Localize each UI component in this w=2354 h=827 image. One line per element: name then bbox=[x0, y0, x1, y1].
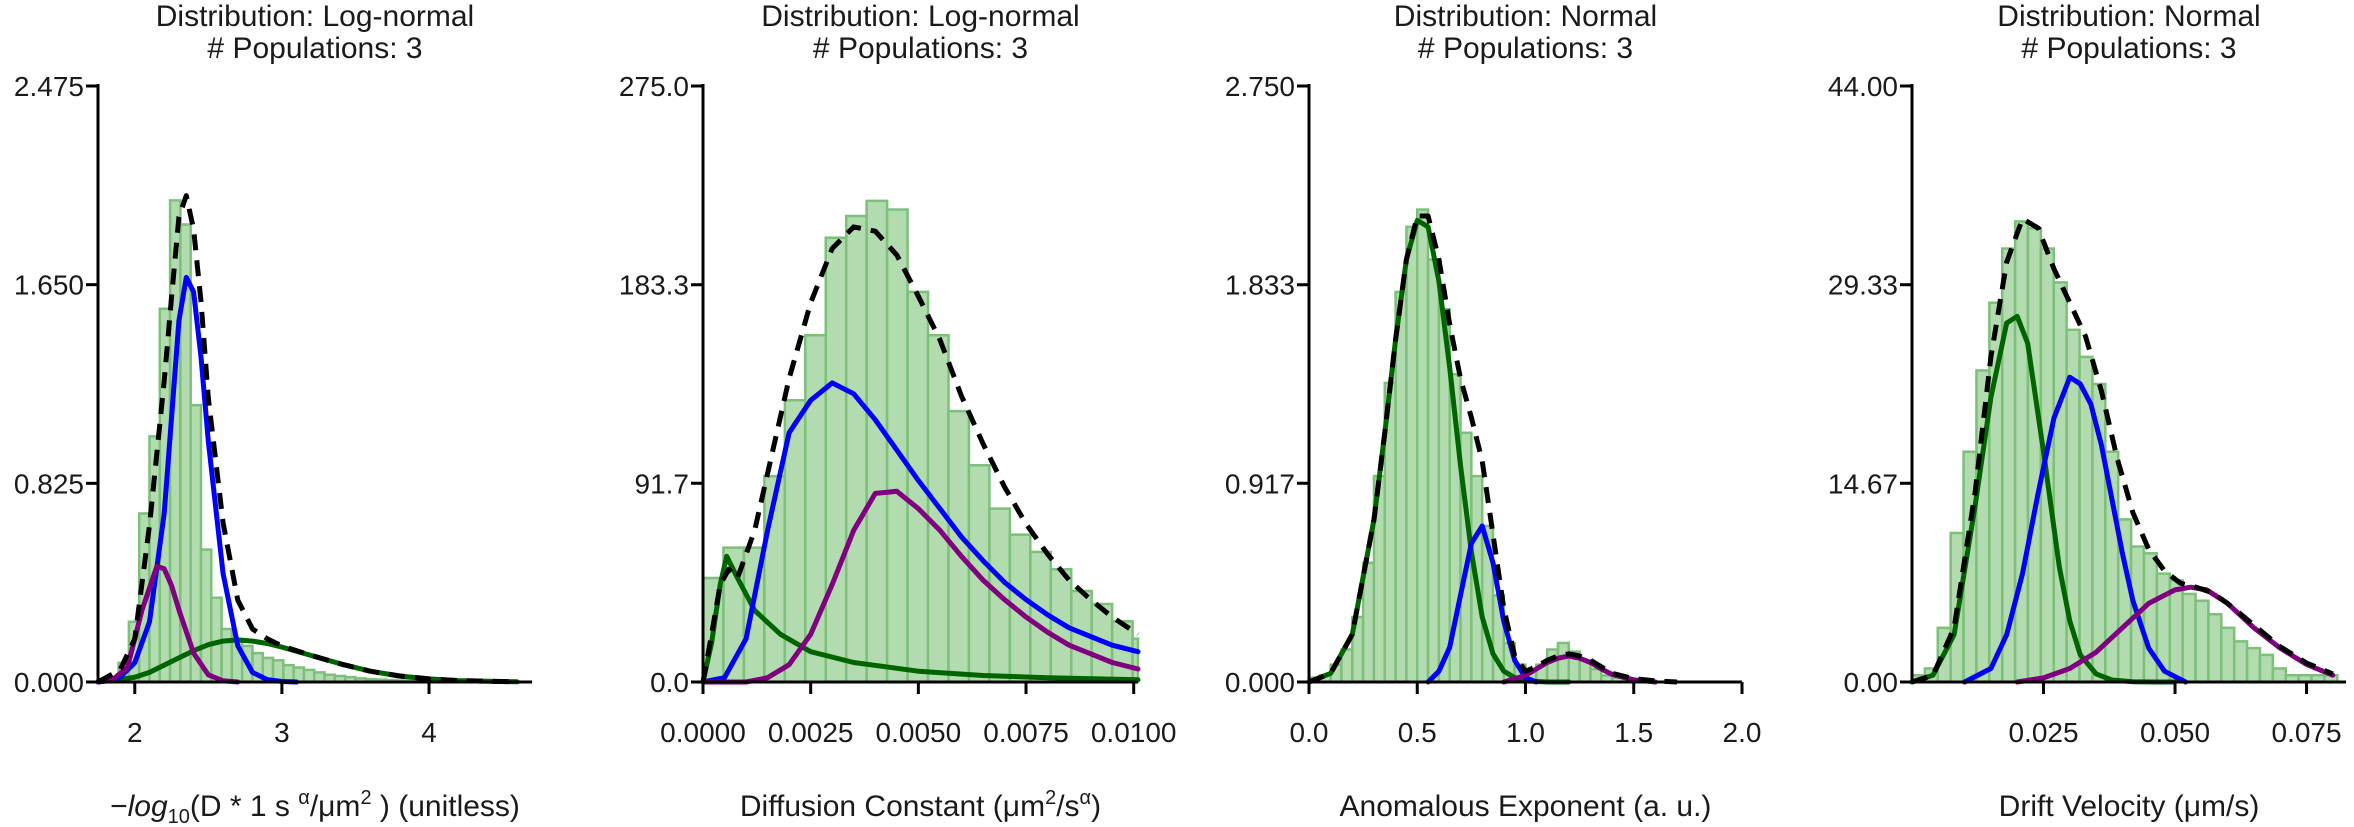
y-tick-label: 2.475 bbox=[14, 71, 84, 102]
chart-panel-1: Distribution: Log-normal# Populations: 3… bbox=[14, 0, 532, 827]
x-tick-label: 0.0075 bbox=[983, 717, 1069, 748]
x-axis-label: Drift Velocity (μm/s) bbox=[1999, 790, 2260, 823]
x-axis-label: Anomalous Exponent (a. u.) bbox=[1340, 790, 1712, 823]
x-axis-label: Diffusion Constant (μm2​/sα​) bbox=[740, 787, 1101, 823]
x-tick-label: 3 bbox=[274, 717, 290, 748]
x-tick-label: 0.025 bbox=[2008, 717, 2078, 748]
x-tick-label: 4 bbox=[421, 717, 437, 748]
x-tick-label: 2.0 bbox=[1723, 717, 1762, 748]
total-fit-curve bbox=[96, 193, 518, 685]
y-tick-label: 0.0 bbox=[650, 667, 689, 698]
y-tick-label: 44.00 bbox=[1828, 71, 1898, 102]
x-tick-label: 0.5 bbox=[1398, 717, 1437, 748]
chart-title: Distribution: Normal bbox=[1997, 0, 2260, 33]
y-tick-label: 275.0 bbox=[619, 71, 689, 102]
y-tick-label: 29.33 bbox=[1828, 270, 1898, 301]
x-tick-label: 0.0000 bbox=[660, 717, 746, 748]
x-tick-label: 1.5 bbox=[1614, 717, 1653, 748]
histogram-bar bbox=[2232, 640, 2249, 684]
histogram-bar bbox=[1556, 641, 1571, 684]
population-curve-3 bbox=[2014, 584, 2336, 685]
histogram-bar bbox=[1545, 648, 1560, 684]
population-curve-3 bbox=[700, 488, 1141, 685]
histogram-bar bbox=[2181, 592, 2197, 684]
histogram-bar bbox=[189, 403, 203, 684]
population-curve-2 bbox=[95, 274, 300, 685]
histogram-bar bbox=[1426, 258, 1441, 684]
population-curve-2 bbox=[700, 380, 1141, 685]
y-tick-label: 0.917 bbox=[1225, 468, 1295, 499]
chart-subtitle: # Populations: 3 bbox=[1418, 32, 1633, 65]
histogram-bar bbox=[824, 236, 848, 684]
x-tick-label: 1.0 bbox=[1506, 717, 1545, 748]
x-tick-label: 0.0025 bbox=[768, 717, 854, 748]
histogram-bar bbox=[1589, 667, 1603, 684]
x-tick-label: 0.0050 bbox=[876, 717, 962, 748]
histogram-bars bbox=[701, 199, 1140, 684]
y-tick-label: 183.3 bbox=[619, 270, 689, 301]
y-tick-label: 0.000 bbox=[14, 667, 84, 698]
histogram-bar bbox=[2271, 667, 2288, 684]
histogram-bar bbox=[2052, 281, 2068, 684]
x-tick-label: 0.050 bbox=[2140, 717, 2210, 748]
histogram-bar bbox=[1405, 225, 1419, 684]
histogram-bar bbox=[2220, 626, 2236, 684]
histogram-bar bbox=[1416, 208, 1430, 684]
x-axis-label: −log10​(D * 1 s α​/μm2​ ) (unitless) bbox=[110, 787, 520, 827]
population-curve-3 bbox=[95, 563, 241, 685]
histogram-bar bbox=[2168, 579, 2184, 684]
histogram-bar bbox=[2026, 226, 2043, 684]
y-tick-label: 91.7 bbox=[635, 468, 690, 499]
histogram-bar bbox=[885, 208, 909, 684]
chart-panel-3: Distribution: Normal# Populations: 30.00… bbox=[1225, 0, 1762, 823]
histogram-bar bbox=[1131, 637, 1140, 684]
y-tick-label: 2.750 bbox=[1225, 71, 1295, 102]
total-fit-curve bbox=[1911, 216, 2334, 685]
histogram-bar bbox=[302, 668, 316, 684]
y-tick-label: 0.825 bbox=[14, 468, 84, 499]
population-curve-2 bbox=[1425, 523, 1539, 685]
histogram-bar bbox=[865, 199, 889, 684]
chart-title: Distribution: Normal bbox=[1394, 0, 1657, 33]
histogram-bar bbox=[804, 333, 827, 684]
chart-subtitle: # Populations: 3 bbox=[813, 32, 1028, 65]
y-tick-label: 1.833 bbox=[1225, 270, 1295, 301]
chart-subtitle: # Populations: 3 bbox=[207, 32, 422, 65]
y-tick-label: 14.67 bbox=[1828, 468, 1898, 499]
total-fit-curve bbox=[1308, 213, 1678, 685]
histogram-bar bbox=[2194, 599, 2210, 684]
x-tick-label: 0.075 bbox=[2272, 717, 2342, 748]
histogram-bar bbox=[2245, 646, 2262, 684]
x-tick-label: 0.0 bbox=[1290, 717, 1329, 748]
x-tick-label: 2 bbox=[127, 717, 143, 748]
histogram-bar bbox=[1394, 290, 1408, 684]
histogram-bar bbox=[220, 627, 234, 684]
histogram-bar bbox=[2013, 220, 2030, 684]
histogram-bar bbox=[2207, 613, 2223, 684]
total-fit-curve bbox=[700, 224, 1140, 683]
chart-title: Distribution: Log-normal bbox=[761, 0, 1079, 33]
chart-title: Distribution: Log-normal bbox=[156, 0, 474, 33]
chart-panel-2: Distribution: Log-normal# Populations: 3… bbox=[619, 0, 1177, 823]
histogram-bar bbox=[2142, 552, 2159, 684]
histogram-bars bbox=[1307, 208, 1646, 684]
histogram-bars bbox=[1910, 220, 2339, 684]
y-tick-label: 1.650 bbox=[14, 270, 84, 301]
population-curve-1 bbox=[1306, 217, 1572, 685]
chart-panel-4: Distribution: Normal# Populations: 3 0.00… bbox=[1828, 0, 2346, 823]
population-curve-2 bbox=[1962, 374, 2189, 685]
histogram-bar bbox=[2258, 653, 2275, 684]
population-curve-1 bbox=[700, 553, 1141, 685]
x-tick-label: 0.0100 bbox=[1091, 717, 1177, 748]
y-tick-label: 0.000 bbox=[1225, 667, 1295, 698]
histogram-bars bbox=[107, 199, 491, 684]
chart-subtitle: # Populations: 3 bbox=[2021, 32, 2236, 65]
y-tick-label: 0.00 bbox=[1844, 667, 1899, 698]
histogram-bar bbox=[844, 214, 868, 684]
